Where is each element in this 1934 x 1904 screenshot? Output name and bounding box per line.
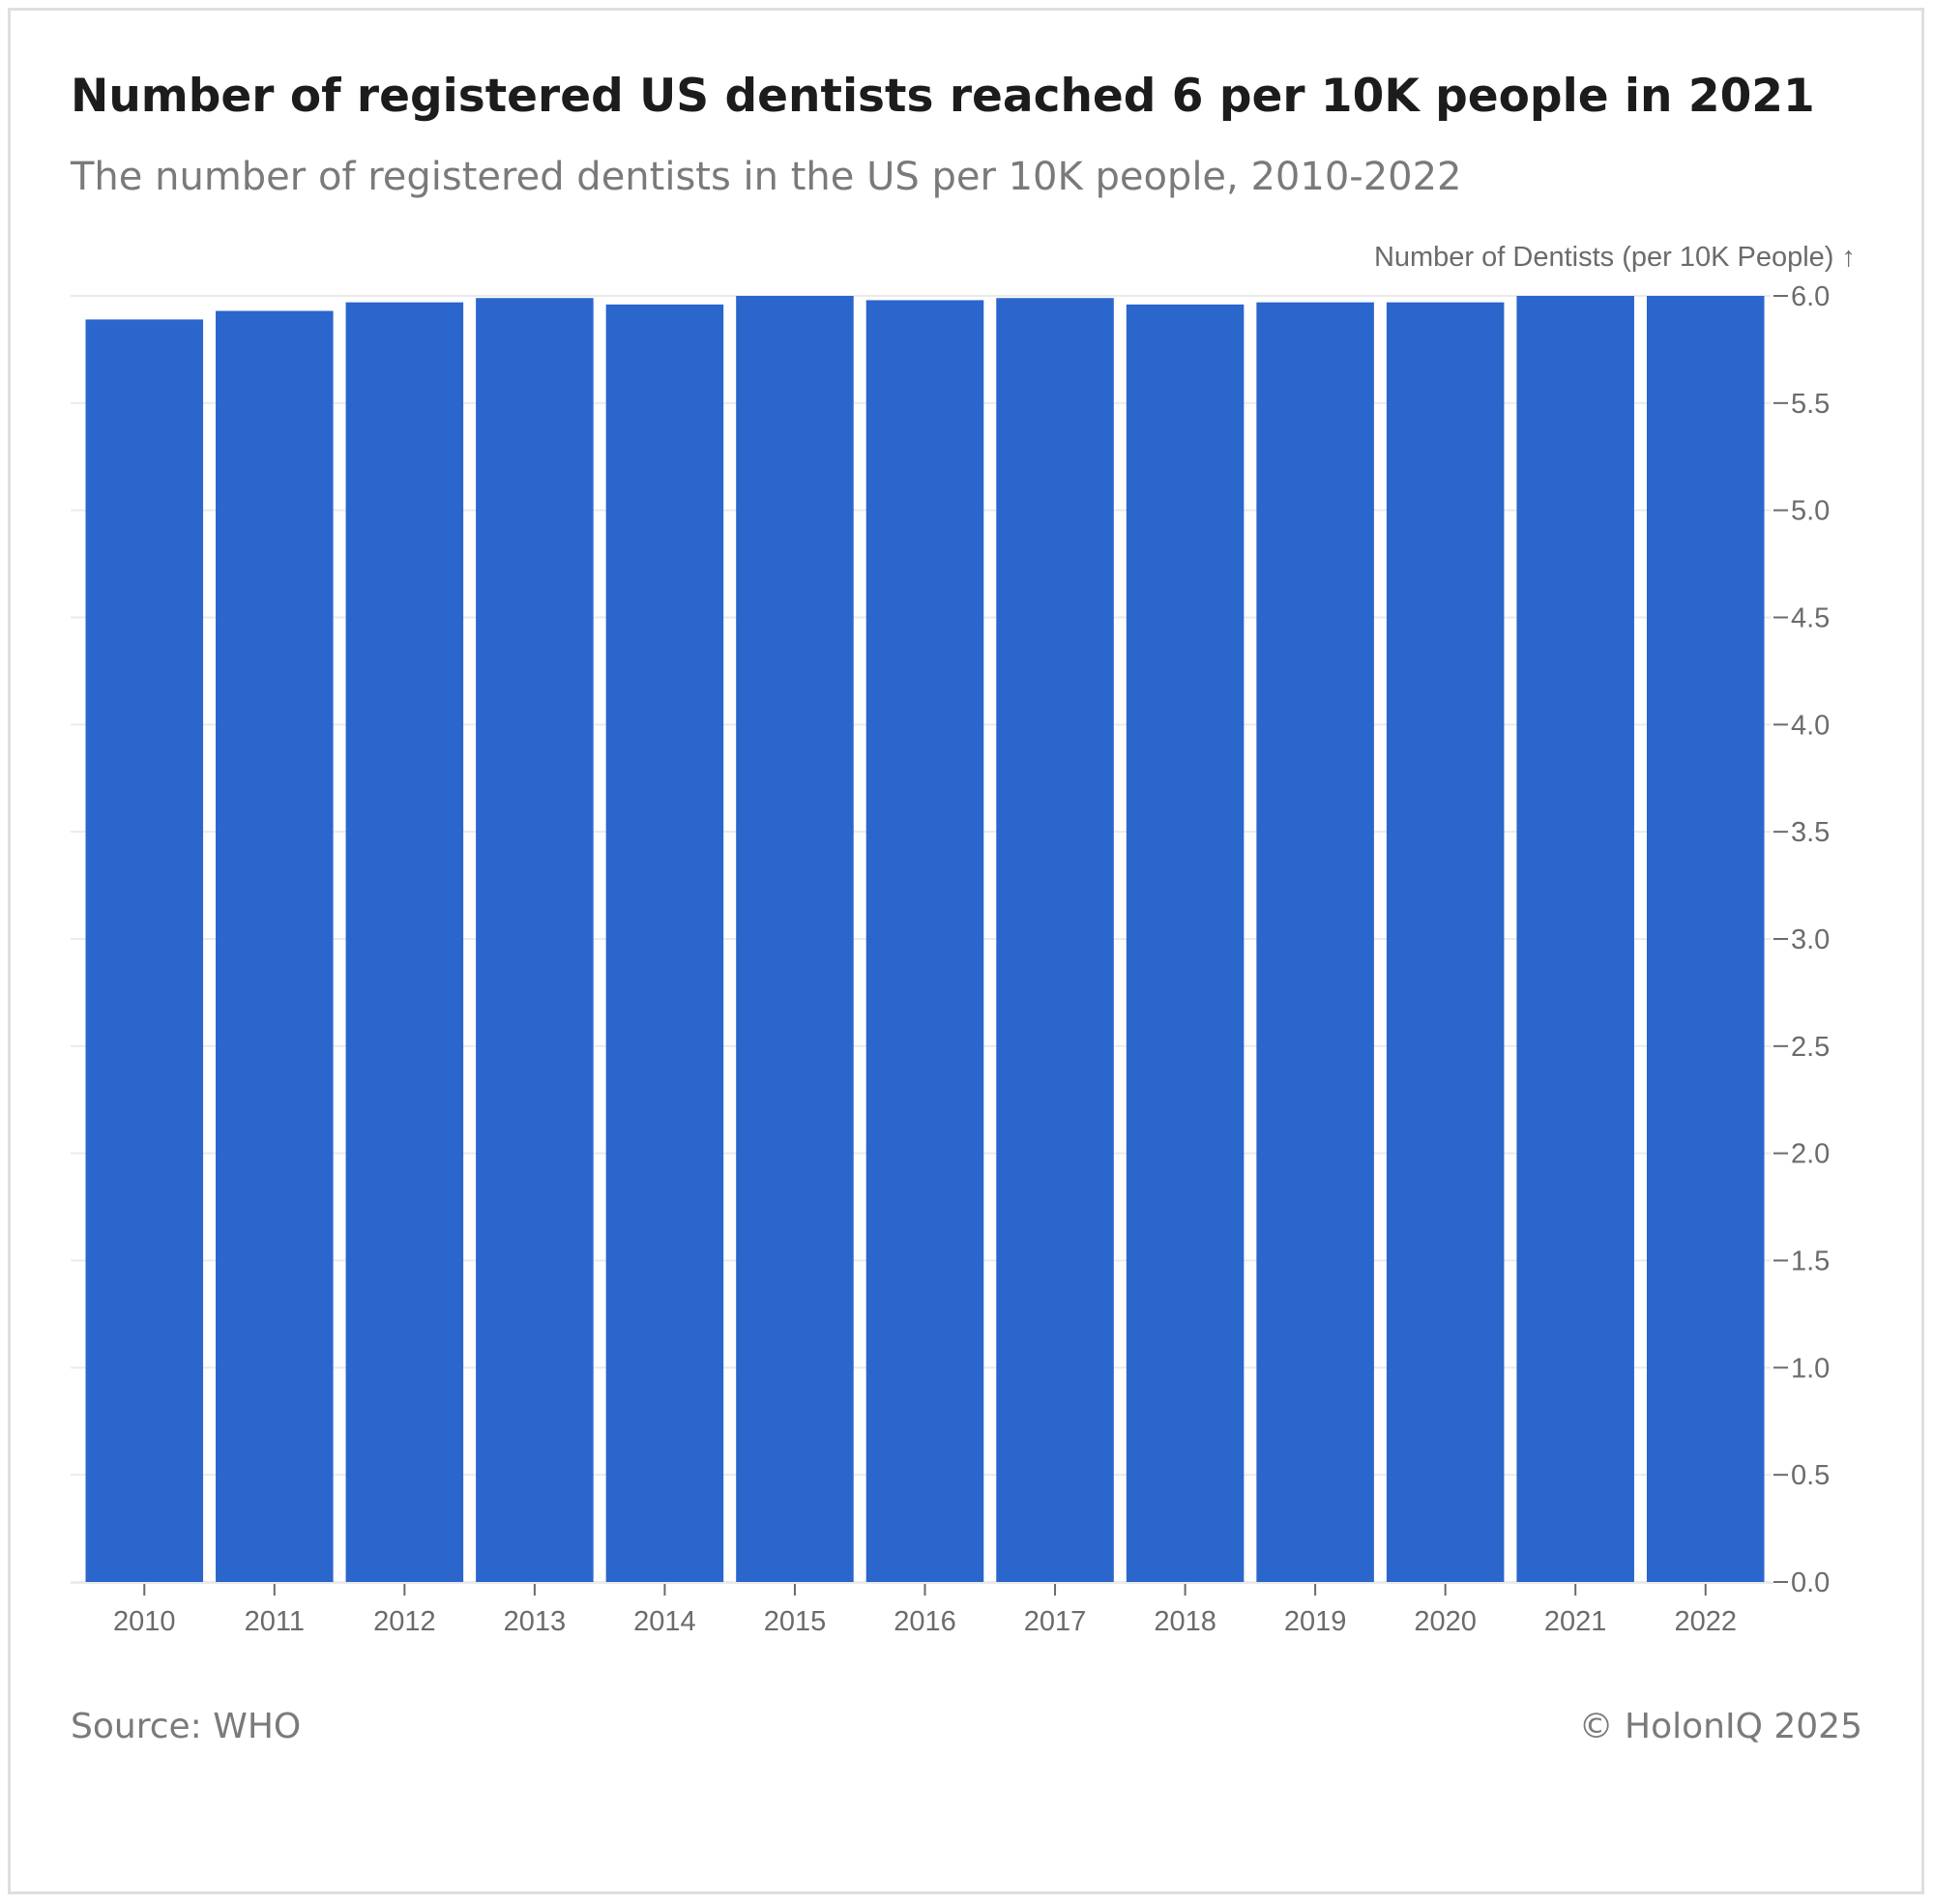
y-tick-label: 0.5 [1791, 1460, 1830, 1491]
x-tick-label: 2019 [1284, 1606, 1347, 1637]
bar [345, 302, 464, 1582]
x-tick-label: 2021 [1544, 1606, 1607, 1637]
x-tick-label: 2015 [764, 1606, 827, 1637]
y-axis-label: Number of Dentists (per 10K People) ↑ [1374, 242, 1856, 273]
y-tick-label: 6.0 [1791, 281, 1830, 312]
bar [605, 304, 724, 1582]
y-tick-label: 3.0 [1791, 924, 1830, 955]
y-tick-label: 5.0 [1791, 496, 1830, 527]
chart-subtitle: The number of registered dentists in the… [71, 155, 1462, 199]
y-tick-label: 4.0 [1791, 710, 1830, 741]
y-tick-label: 3.5 [1791, 817, 1830, 848]
x-tick-label: 2018 [1154, 1606, 1216, 1637]
x-tick-label: 2016 [894, 1606, 956, 1637]
bar [865, 300, 984, 1582]
y-tick-label: 2.0 [1791, 1139, 1830, 1170]
y-tick-label: 0.0 [1791, 1567, 1830, 1598]
x-tick-label: 2017 [1024, 1606, 1087, 1637]
y-tick-label: 1.5 [1791, 1246, 1830, 1277]
bar [476, 298, 594, 1582]
bar [1126, 304, 1245, 1582]
bar [216, 310, 334, 1583]
chart-title: Number of registered US dentists reached… [71, 70, 1815, 123]
source-note: Source: WHO [71, 1707, 302, 1746]
copyright-note: © HolonIQ 2025 [1578, 1707, 1862, 1746]
axes: 0.0 0.5 1.0 1.5 2.0 2.5 3.0 3.5 4.0 4.5 5.0 5.5 6.0 2… [71, 281, 1830, 1637]
y-tick-label: 1.0 [1791, 1353, 1830, 1384]
y-tick-label: 5.5 [1791, 389, 1830, 420]
x-tick-label: 2022 [1674, 1606, 1737, 1637]
bar [1386, 302, 1505, 1582]
x-tick-label: 2012 [373, 1606, 436, 1637]
bar [85, 319, 204, 1583]
bar [1646, 296, 1765, 1582]
y-tick-label: 4.5 [1791, 603, 1830, 634]
x-tick-label: 2010 [113, 1606, 176, 1637]
x-tick-label: 2014 [633, 1606, 696, 1637]
bar [1256, 302, 1374, 1582]
x-tick-label: 2011 [245, 1606, 305, 1637]
bar [1516, 296, 1634, 1582]
bars [85, 296, 1765, 1583]
bar [736, 296, 854, 1582]
x-tick-label: 2020 [1414, 1606, 1477, 1637]
y-tick-label: 2.5 [1791, 1032, 1830, 1063]
x-tick-label: 2013 [504, 1606, 567, 1637]
bar [996, 298, 1114, 1582]
